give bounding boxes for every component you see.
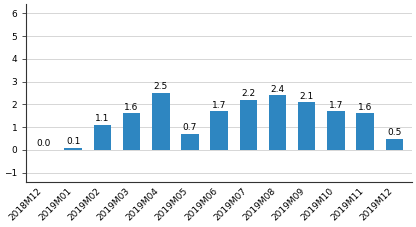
- Bar: [152, 93, 169, 150]
- Bar: [298, 102, 315, 150]
- Bar: [123, 114, 140, 150]
- Text: 0.0: 0.0: [37, 139, 51, 148]
- Text: 0.1: 0.1: [66, 137, 80, 146]
- Bar: [240, 100, 257, 150]
- Text: 1.1: 1.1: [95, 114, 109, 123]
- Text: 1.6: 1.6: [358, 103, 372, 112]
- Bar: [210, 111, 228, 150]
- Text: 0.5: 0.5: [387, 128, 401, 137]
- Bar: [357, 114, 374, 150]
- Text: 0.7: 0.7: [183, 123, 197, 132]
- Text: 2.2: 2.2: [241, 89, 255, 98]
- Bar: [181, 134, 199, 150]
- Text: 1.7: 1.7: [329, 101, 343, 110]
- Text: 1.6: 1.6: [124, 103, 139, 112]
- Text: 2.1: 2.1: [300, 91, 314, 101]
- Bar: [64, 148, 82, 150]
- Text: 2.5: 2.5: [154, 82, 168, 91]
- Bar: [386, 138, 403, 150]
- Bar: [94, 125, 111, 150]
- Bar: [269, 95, 286, 150]
- Bar: [327, 111, 345, 150]
- Text: 1.7: 1.7: [212, 101, 226, 110]
- Text: 2.4: 2.4: [270, 85, 285, 94]
